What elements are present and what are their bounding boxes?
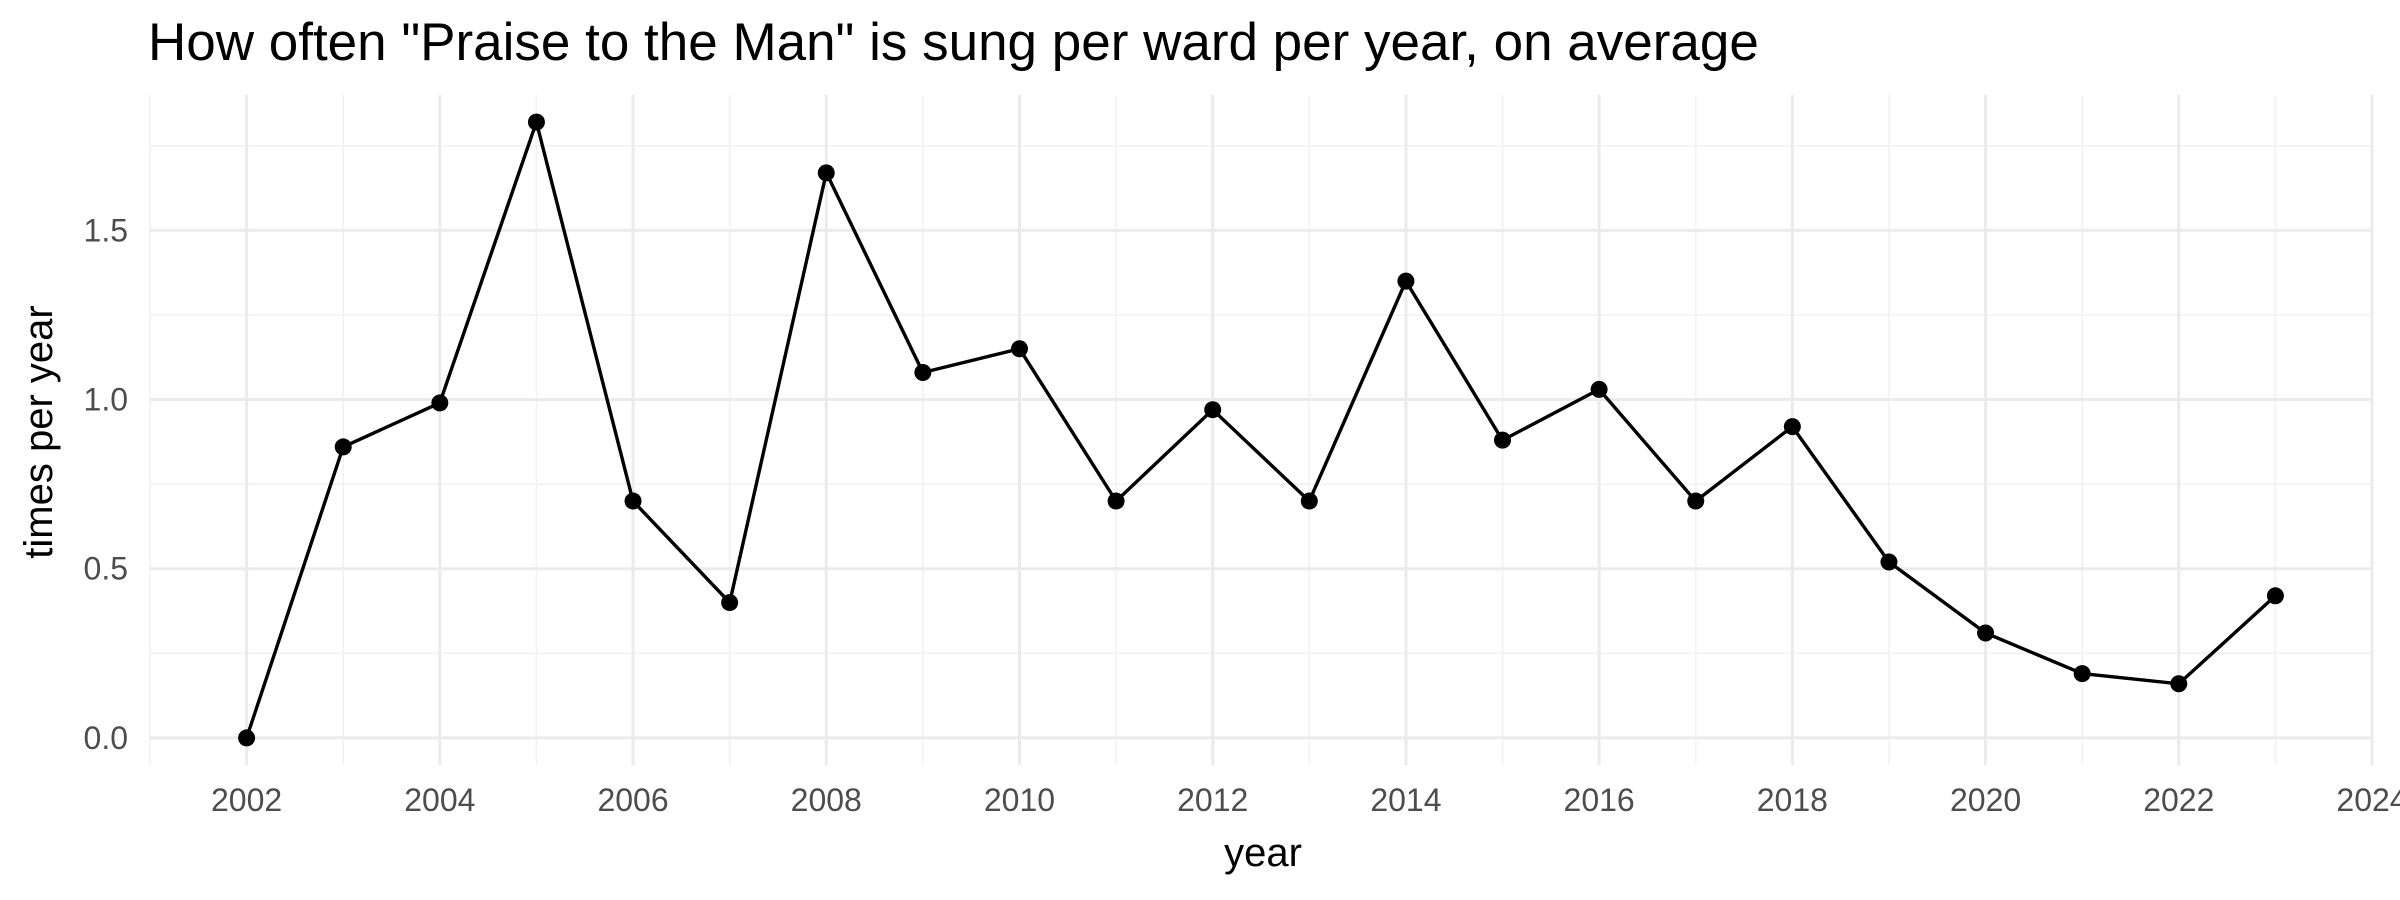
x-tick-label: 2016 (1564, 782, 1635, 818)
data-point (1204, 401, 1222, 419)
data-point (817, 164, 835, 182)
series-line (244, 120, 2277, 739)
y-tick-label: 1.5 (84, 212, 128, 248)
data-point (914, 363, 932, 381)
y-axis-tick-labels: 0.0 0.5 1.0 1.5 (84, 212, 128, 756)
data-point (1494, 431, 1512, 449)
x-tick-label: 2010 (984, 782, 1055, 818)
x-tick-label: 2024 (2336, 782, 2400, 818)
data-point (1880, 553, 1898, 571)
x-tick-label: 2012 (1177, 782, 1248, 818)
data-point (334, 438, 352, 456)
data-point (1783, 418, 1801, 436)
data-point (527, 113, 545, 131)
y-tick-label: 0.0 (84, 720, 128, 756)
y-tick-label: 0.5 (84, 551, 128, 587)
y-tick-label: 1.0 (84, 382, 128, 418)
x-tick-label: 2008 (791, 782, 862, 818)
chart-title: How often "Praise to the Man" is sung pe… (148, 13, 1759, 72)
plot-grid (149, 95, 2374, 765)
data-series (238, 113, 2284, 747)
data-point (2266, 587, 2284, 605)
data-point (238, 729, 256, 747)
x-axis-title: year (1224, 831, 1302, 875)
x-tick-label: 2002 (211, 782, 282, 818)
data-point (2073, 665, 2091, 683)
data-point (1010, 340, 1028, 358)
data-point (2170, 675, 2188, 693)
x-tick-label: 2004 (404, 782, 475, 818)
x-tick-label: 2014 (1370, 782, 1441, 818)
data-point (1687, 492, 1705, 510)
x-axis-tick-labels: 2002 2004 2006 2008 2010 2012 2014 2016 2018 2020… (211, 782, 2400, 818)
data-point (1590, 380, 1608, 398)
x-tick-label: 2006 (597, 782, 668, 818)
data-point (1300, 492, 1318, 510)
data-point (624, 492, 642, 510)
data-point (431, 394, 449, 412)
x-tick-label: 2020 (1950, 782, 2021, 818)
data-point (1107, 492, 1125, 510)
data-point (721, 594, 739, 612)
data-point (1397, 272, 1415, 290)
x-tick-label: 2022 (2143, 782, 2214, 818)
y-axis-title: times per year (17, 305, 61, 558)
data-point (1977, 624, 1995, 642)
x-tick-label: 2018 (1757, 782, 1828, 818)
